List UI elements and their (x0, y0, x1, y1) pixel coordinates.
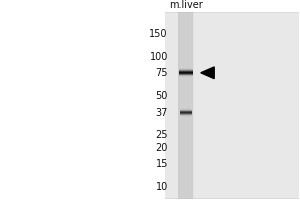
Text: 50: 50 (155, 91, 168, 101)
Text: 25: 25 (155, 130, 168, 140)
Bar (178, 12, 193, 199)
Text: m.liver: m.liver (169, 0, 203, 10)
Text: 10: 10 (156, 182, 168, 192)
Text: 150: 150 (149, 29, 168, 39)
Polygon shape (201, 67, 214, 79)
Bar (165, 12, 299, 199)
Text: 37: 37 (155, 108, 168, 118)
Text: 20: 20 (155, 143, 168, 153)
Text: 100: 100 (149, 52, 168, 62)
Text: 75: 75 (155, 68, 168, 78)
Text: 15: 15 (155, 159, 168, 169)
